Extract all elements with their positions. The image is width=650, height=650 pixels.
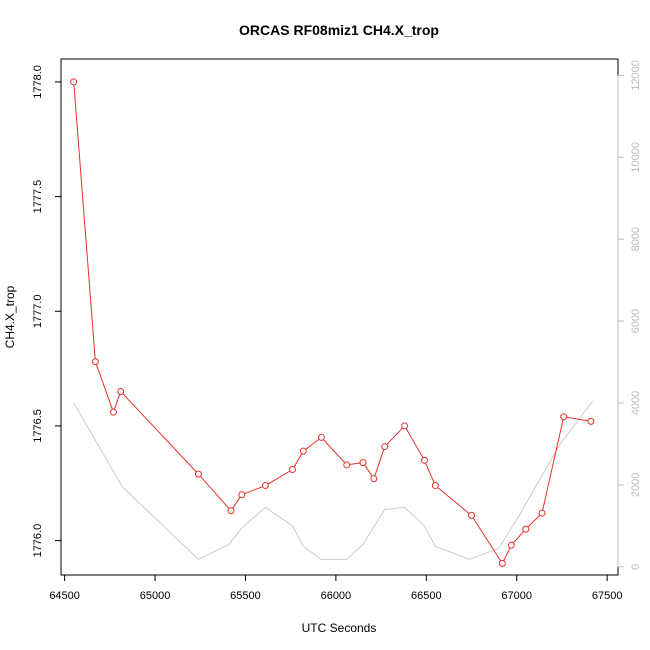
y2-tick-label: 2000 [630, 473, 642, 497]
y-axis: 1776.0 1776.5 1777.0 1777.5 1778.0 [32, 65, 62, 558]
x-tick-label: 66500 [411, 590, 442, 602]
y-axis-label: CH4.X_trop [3, 285, 17, 348]
x-axis-label: UTC Seconds [302, 621, 377, 635]
ch4-data-point [587, 417, 595, 425]
ch4-series-line [73, 81, 591, 565]
ch4-data-point [370, 475, 378, 483]
ch4-data-point [317, 433, 325, 441]
ch4-data-point [420, 456, 428, 464]
ch4-data-point [238, 491, 246, 499]
y2-tick-label: 6000 [630, 309, 642, 333]
x-tick-label: 65500 [230, 590, 261, 602]
ch4-data-point [498, 560, 506, 568]
ch4-data-point [109, 408, 117, 416]
y2-tick-label: 4000 [630, 391, 642, 415]
x-tick-label: 65000 [140, 590, 171, 602]
y-tick-label: 1777.0 [32, 294, 44, 328]
ch4-data-point [299, 447, 307, 455]
ch4-data-point [70, 78, 78, 86]
series-layer [70, 78, 595, 568]
ch4-data-point [522, 525, 530, 533]
ch4-data-point [507, 541, 515, 549]
y2-tick-label: 12000 [630, 60, 642, 91]
ch4-data-point [401, 422, 409, 430]
ch4-data-point [194, 470, 202, 478]
ch4-data-point [359, 459, 367, 467]
ch4-data-point [261, 482, 269, 490]
ch4-data-point [117, 388, 125, 396]
ch4-data-point [538, 509, 546, 517]
y-tick-label: 1778.0 [32, 65, 44, 99]
y-tick-label: 1776.0 [32, 524, 44, 558]
x-tick-label: 66000 [321, 590, 352, 602]
y-tick-label: 1776.5 [32, 409, 44, 443]
chart-title: ORCAS RF08miz1 CH4.X_trop [239, 22, 439, 38]
y2-tick-label: 8000 [630, 227, 642, 251]
y-tick-label: 1777.5 [32, 180, 44, 214]
x-axis: 64500 65000 65500 66000 66500 67000 67500 [49, 574, 623, 602]
x-tick-label: 67500 [592, 590, 623, 602]
plot-frame [60, 58, 619, 576]
ch4-data-point [560, 413, 568, 421]
ch4-data-point [288, 466, 296, 474]
y2-axis: 0 2000 4000 6000 8000 10000 12000 [617, 60, 642, 570]
y2-tick-label: 10000 [630, 142, 642, 173]
x-tick-label: 67000 [501, 590, 532, 602]
ch4-data-point [91, 358, 99, 366]
ch4-data-point [468, 511, 476, 519]
ch4-data-point [381, 443, 389, 451]
y2-tick-label: 0 [630, 564, 642, 570]
ch4-data-point [431, 482, 439, 490]
ch4-data-point [227, 507, 235, 515]
x-tick-label: 64500 [49, 590, 80, 602]
ch4-data-point [343, 461, 351, 469]
